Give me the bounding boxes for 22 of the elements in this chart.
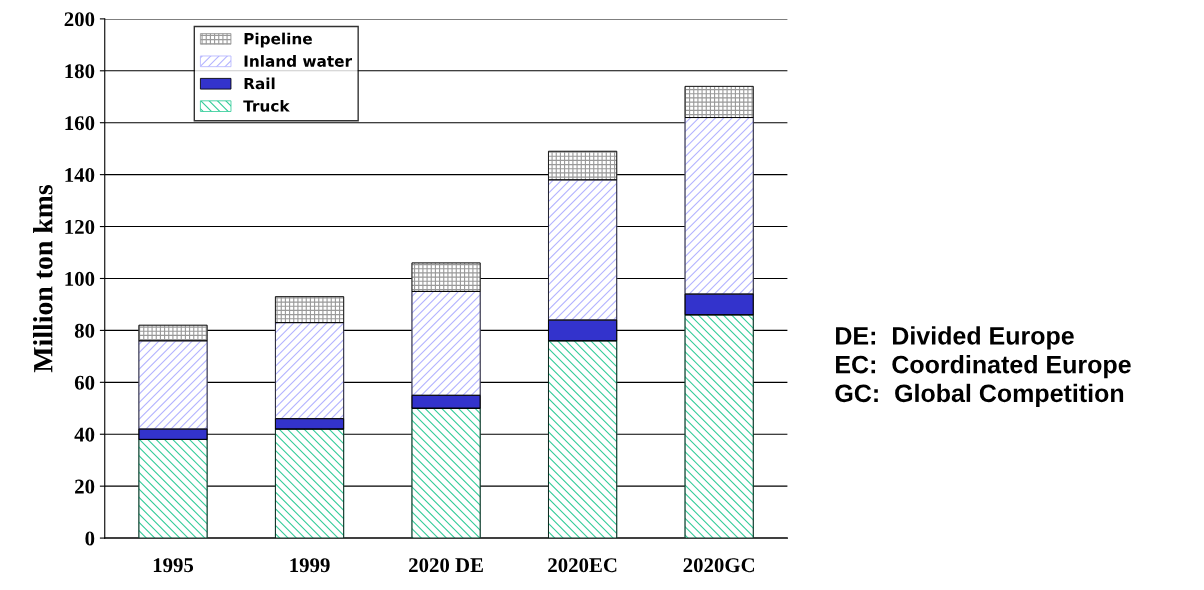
legend-label: Rail (244, 77, 275, 90)
x-tick-label: 1999 (290, 558, 330, 573)
text: DE: Divided Europe EC: Coordinated Europe GC: Global Competition (835, 326, 1131, 408)
y-tick-label: 80 (74, 323, 95, 338)
x-tick-label: 2020GC (683, 558, 755, 573)
y-axis-title: Million ton kms (33, 185, 53, 373)
y-tick-label: 20 (75, 479, 95, 494)
y-tick-label: 60 (74, 375, 95, 390)
legend-label: Inland water (244, 55, 353, 67)
y-tick-label: 0 (85, 531, 95, 546)
x-tick-label: 1995 (153, 558, 194, 573)
y-tick-label: 40 (74, 427, 95, 442)
y-tick-label: 180 (65, 64, 95, 79)
x-tick-label: 2020EC (548, 558, 617, 573)
y-tick-label: 160 (65, 116, 95, 131)
y-tick-label: 100 (65, 271, 95, 286)
legend-label: Truck (243, 99, 290, 112)
legend-label: Pipeline (244, 32, 312, 48)
x-tick-label: 2020 DE (409, 558, 483, 573)
y-tick-label: 120 (65, 219, 95, 234)
y-tick-label: 140 (65, 168, 95, 183)
y-tick-label: 200 (64, 12, 95, 27)
